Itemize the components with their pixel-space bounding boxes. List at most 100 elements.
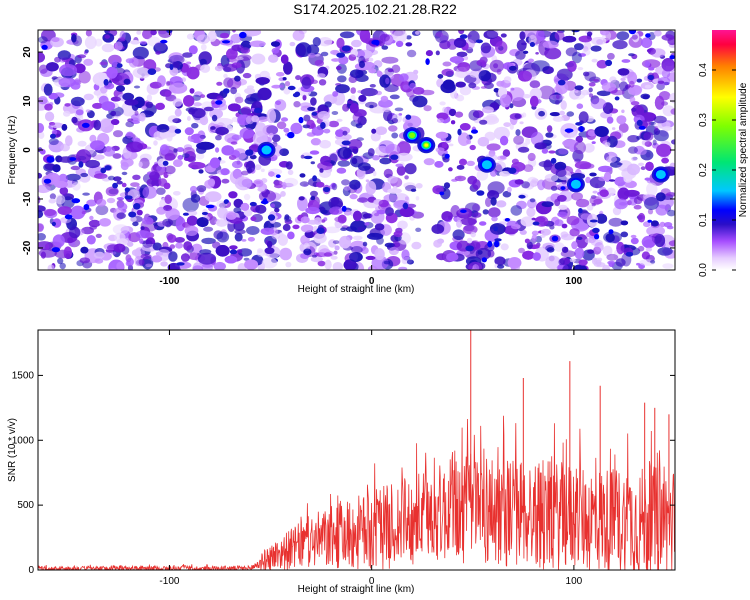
spectrogram-cell: [621, 59, 631, 63]
spectrogram-cell: [295, 42, 312, 57]
spectrogram-cell: [159, 144, 170, 155]
spectrogram-cell: [564, 128, 574, 133]
spectrogram-cell: [589, 219, 599, 223]
spectrogram-cell: [124, 187, 130, 192]
spectrogram-cell: [606, 253, 619, 261]
spectrogram-cell: [201, 237, 216, 245]
spectrogram-cell: [388, 246, 399, 256]
spectrogram-cell: [629, 80, 635, 88]
spectrogram-cell: [537, 179, 546, 191]
spectrogram-cell: [646, 225, 665, 237]
spectrogram-cell: [584, 238, 594, 244]
spectrogram-cell: [536, 30, 545, 41]
spectrogram-cell: [160, 39, 168, 44]
y-tick-label: -10: [22, 191, 33, 206]
spectrogram-cell: [203, 106, 214, 112]
spectrogram-cell: [55, 194, 66, 205]
spectrogram-cell: [56, 133, 61, 137]
spectrogram-cell: [509, 103, 514, 109]
spectrogram-cell: [131, 249, 142, 257]
spectrogram-cell: [86, 235, 96, 245]
spectrogram-cell: [499, 94, 512, 108]
spectrogram-cell: [216, 231, 230, 243]
spectrogram-cell: [395, 152, 413, 162]
spectrogram-cell: [167, 234, 177, 243]
spectrogram-cell: [228, 191, 238, 199]
spectrogram-cell: [142, 239, 153, 248]
spectrogram-cell: [84, 49, 89, 53]
spectrogram-cell: [623, 174, 633, 183]
spectrogram-cell: [127, 264, 134, 270]
spectrogram-cell: [457, 128, 462, 136]
spectrogram-cell: [95, 204, 109, 216]
spectrogram-cell: [378, 99, 393, 108]
spectrogram-cell: [245, 149, 254, 156]
spectrogram-cell: [140, 253, 152, 260]
spectrogram-cell: [234, 75, 241, 82]
spectrogram-cell: [558, 204, 568, 210]
spectrogram-cell: [210, 100, 216, 105]
spectrogram-cell: [149, 171, 160, 181]
spectrogram-cell: [155, 187, 166, 195]
spectrogram-cell: [381, 45, 389, 50]
spectrogram-cell: [84, 35, 97, 50]
spectrogram-cell: [93, 251, 105, 259]
spectrogram-cell: [379, 157, 392, 165]
spectrogram-cell: [550, 185, 558, 191]
spectrogram-cell: [388, 125, 398, 132]
spectrogram-cell: [633, 204, 642, 210]
spectrogram-cell: [293, 101, 301, 108]
spectrogram-cell: [472, 212, 482, 218]
spectrogram-cell: [607, 260, 616, 265]
spectrogram-cell: [104, 165, 112, 171]
spectrogram-cell: [507, 186, 512, 193]
spectrogram-cell: [173, 159, 183, 168]
spectrogram-cell: [357, 116, 367, 126]
spectrogram-cell: [59, 187, 69, 195]
spectrogram-cell: [247, 237, 255, 242]
spectrogram-cell: [375, 39, 380, 46]
spectrogram-cell: [156, 124, 170, 133]
spectrogram-cell: [139, 40, 148, 45]
spectrogram-cell: [38, 196, 41, 204]
spectrogram-cell: [129, 216, 137, 222]
spectrogram-cell: [65, 253, 71, 260]
spectrogram-cell: [668, 240, 675, 247]
spectrogram-cell: [434, 161, 444, 168]
spectrogram-cell: [270, 203, 276, 208]
spectrogram-cell: [525, 138, 531, 145]
spectrogram-cell: [476, 59, 486, 66]
spectrogram-cell: [511, 224, 521, 230]
spectrogram-cell: [523, 50, 529, 54]
spectrogram-cell: [347, 100, 354, 105]
spectrogram-cell: [614, 96, 620, 101]
spectrogram-cell: [456, 164, 465, 170]
spectrogram-cell: [415, 196, 420, 201]
spectrogram-cell: [378, 140, 395, 154]
spectrogram-cell: [338, 55, 349, 65]
spectrogram-cell: [234, 232, 243, 242]
spectrogram-cell: [369, 104, 374, 109]
spectrogram-cell: [341, 205, 347, 212]
spectrogram-x-axis-label: Height of straight line (km): [298, 284, 415, 295]
spectrogram-cell: [242, 72, 252, 79]
spectrogram-cell: [81, 122, 90, 128]
spectrogram-cell: [620, 220, 629, 226]
spectrogram-cell: [669, 92, 675, 104]
spectrogram-cell: [105, 146, 112, 152]
spectrogram-cell: [385, 77, 390, 85]
spectrogram-cell: [279, 84, 284, 88]
spectrogram-cell: [96, 198, 107, 207]
spectrogram-cell: [630, 101, 640, 106]
spectrogram-cell: [524, 238, 531, 244]
spectrogram-cell: [471, 129, 478, 134]
spectrogram-cell: [391, 132, 399, 139]
spectrogram-cell: [606, 187, 616, 196]
spectrogram-cell: [604, 142, 611, 147]
spectrogram-cell: [583, 41, 592, 51]
spectrogram-cell: [670, 108, 675, 115]
spectrogram-cell: [235, 96, 244, 104]
spectrogram-cell: [542, 40, 559, 49]
spectrogram-cell: [390, 154, 399, 160]
spectrogram-cell: [451, 120, 456, 125]
